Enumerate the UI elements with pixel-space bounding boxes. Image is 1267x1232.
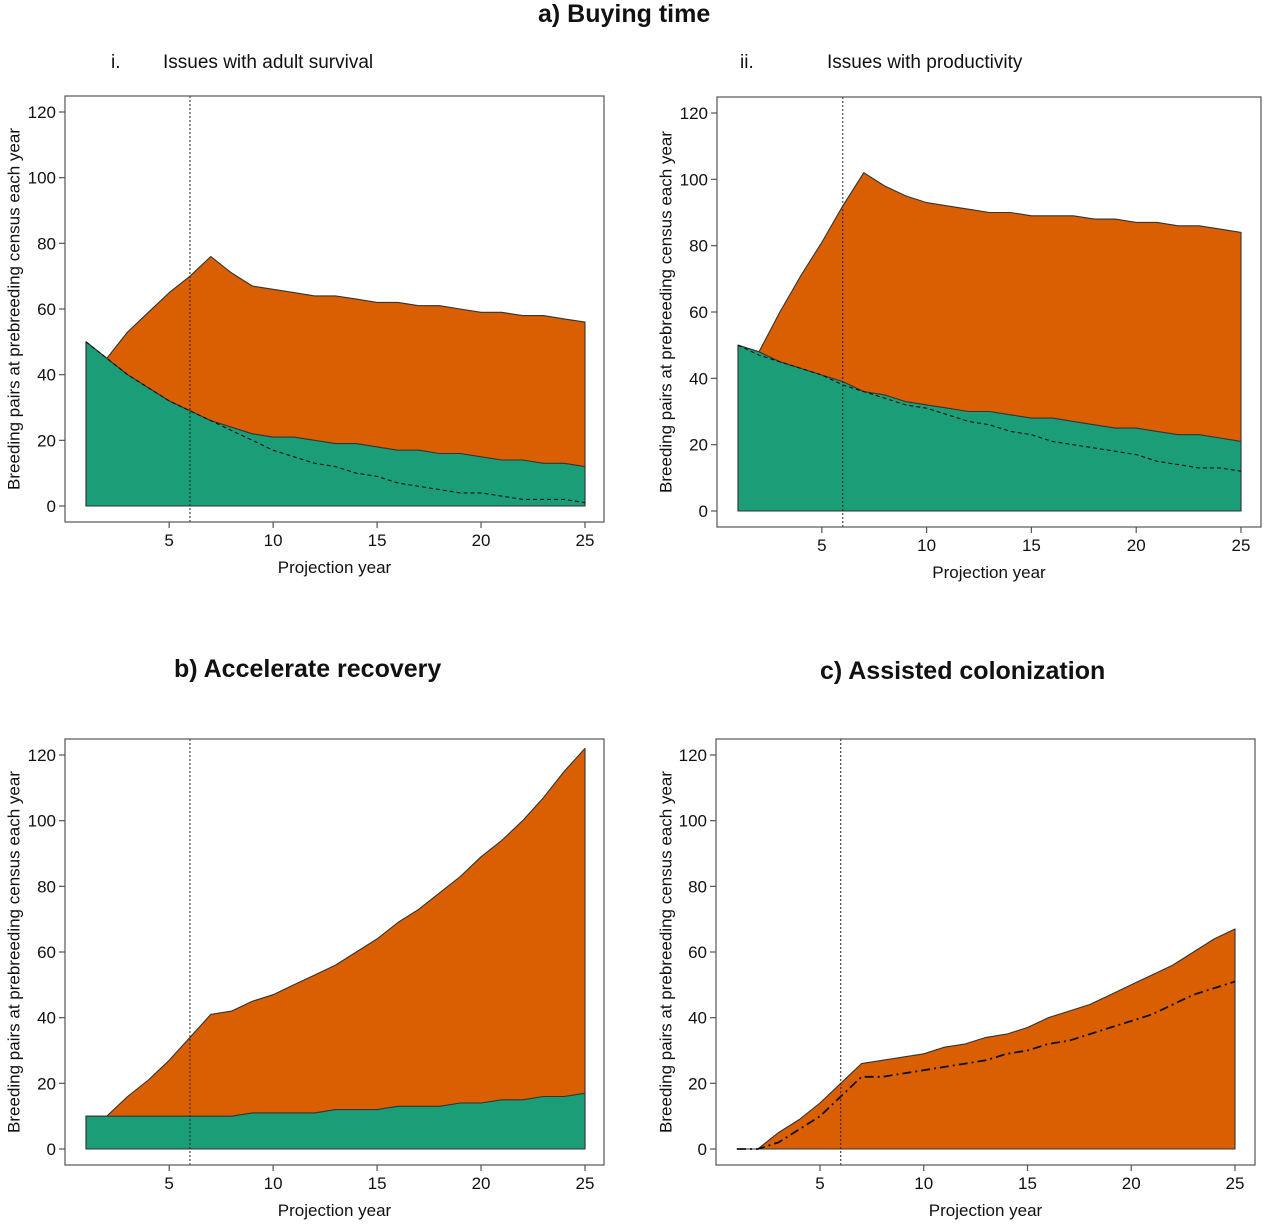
x-tick-label: 10 bbox=[914, 1174, 933, 1193]
y-axis-label: Breeding pairs at prebreeding census eac… bbox=[4, 128, 23, 490]
y-tick-label: 20 bbox=[689, 436, 708, 455]
x-axis-label: Projection year bbox=[278, 1201, 392, 1220]
y-tick-label: 0 bbox=[699, 502, 708, 521]
x-tick-label: 5 bbox=[164, 531, 173, 550]
x-axis-label: Projection year bbox=[932, 563, 1046, 582]
x-tick-label: 10 bbox=[264, 1174, 283, 1193]
y-tick-label: 60 bbox=[37, 943, 56, 962]
y-tick-label: 120 bbox=[28, 746, 56, 765]
area-series-baseline bbox=[85, 1092, 586, 1150]
x-tick-label: 20 bbox=[472, 531, 491, 550]
y-tick-label: 100 bbox=[28, 169, 56, 188]
subtitle-a-i-number: i. bbox=[111, 52, 121, 73]
x-tick-label: 5 bbox=[817, 536, 826, 555]
y-tick-label: 40 bbox=[688, 1009, 707, 1028]
y-axis-label: Breeding pairs at prebreeding census eac… bbox=[4, 771, 23, 1133]
y-tick-label: 60 bbox=[37, 300, 56, 319]
y-tick-label: 20 bbox=[37, 431, 56, 450]
figure-title-b: b) Accelerate recovery bbox=[174, 655, 442, 683]
y-tick-label: 20 bbox=[688, 1074, 707, 1093]
x-tick-label: 15 bbox=[368, 531, 387, 550]
y-tick-label: 80 bbox=[37, 234, 56, 253]
x-tick-label: 20 bbox=[1127, 536, 1146, 555]
x-tick-label: 25 bbox=[1232, 536, 1251, 555]
x-tick-label: 25 bbox=[1226, 1174, 1245, 1193]
x-tick-label: 15 bbox=[1018, 1174, 1037, 1193]
x-axis-label: Projection year bbox=[278, 558, 392, 577]
subtitle-a-ii: Issues with productivity bbox=[827, 52, 1023, 73]
chart-panel-a-ii: 0 20 40 60 80 100 120 5 10 15 20 25 Projection year B… bbox=[656, 96, 1262, 582]
y-tick-label: 60 bbox=[689, 303, 708, 322]
figure-title-c: c) Assisted colonization bbox=[820, 657, 1106, 685]
subtitle-a-ii-number: ii. bbox=[740, 52, 754, 73]
y-tick-label: 40 bbox=[37, 1009, 56, 1028]
y-tick-label: 60 bbox=[688, 943, 707, 962]
x-tick-label: 25 bbox=[576, 531, 595, 550]
y-tick-label: 20 bbox=[37, 1074, 56, 1093]
y-axis-label: Breeding pairs at prebreeding census eac… bbox=[656, 131, 675, 493]
y-tick-label: 0 bbox=[47, 1140, 56, 1159]
x-tick-label: 5 bbox=[164, 1174, 173, 1193]
y-tick-label: 120 bbox=[680, 104, 708, 123]
y-tick-label: 80 bbox=[688, 877, 707, 896]
area-series-with-intervention bbox=[85, 747, 586, 1150]
line-series-dashed bbox=[737, 344, 1242, 472]
subtitle-a-i: Issues with adult survival bbox=[163, 52, 374, 73]
chart-panel-b: 0 20 40 60 80 100 120 5 10 15 20 25 Projection year B… bbox=[4, 738, 605, 1220]
y-tick-label: 80 bbox=[689, 237, 708, 256]
y-tick-label: 0 bbox=[698, 1140, 707, 1159]
y-tick-label: 80 bbox=[37, 877, 56, 896]
y-tick-label: 100 bbox=[679, 812, 707, 831]
x-axis-label: Projection year bbox=[929, 1201, 1043, 1220]
x-tick-label: 25 bbox=[576, 1174, 595, 1193]
y-tick-label: 100 bbox=[680, 170, 708, 189]
line-series-dashed bbox=[85, 341, 586, 504]
x-tick-label: 15 bbox=[1022, 536, 1041, 555]
chart-panel-c: 0 20 40 60 80 100 120 5 10 15 20 25 Projection year B… bbox=[656, 738, 1256, 1220]
area-series-baseline bbox=[85, 341, 586, 507]
figure-title-a: a) Buying time bbox=[538, 0, 711, 28]
line-series-dotdash bbox=[737, 980, 1236, 1150]
area-series-with-intervention bbox=[736, 928, 1236, 1150]
x-tick-label: 20 bbox=[1122, 1174, 1141, 1193]
x-tick-label: 10 bbox=[917, 536, 936, 555]
chart-panel-a-i: 0 20 40 60 80 100 120 5 10 15 20 25 Projection year B… bbox=[4, 95, 605, 577]
y-tick-label: 100 bbox=[28, 812, 56, 831]
x-tick-label: 15 bbox=[368, 1174, 387, 1193]
y-tick-label: 120 bbox=[679, 746, 707, 765]
y-tick-label: 120 bbox=[28, 103, 56, 122]
y-axis-label: Breeding pairs at prebreeding census eac… bbox=[656, 771, 675, 1133]
x-tick-label: 10 bbox=[264, 531, 283, 550]
x-tick-label: 5 bbox=[815, 1174, 824, 1193]
y-tick-label: 40 bbox=[37, 366, 56, 385]
x-tick-label: 20 bbox=[472, 1174, 491, 1193]
y-tick-label: 0 bbox=[47, 497, 56, 516]
y-tick-label: 40 bbox=[689, 369, 708, 388]
